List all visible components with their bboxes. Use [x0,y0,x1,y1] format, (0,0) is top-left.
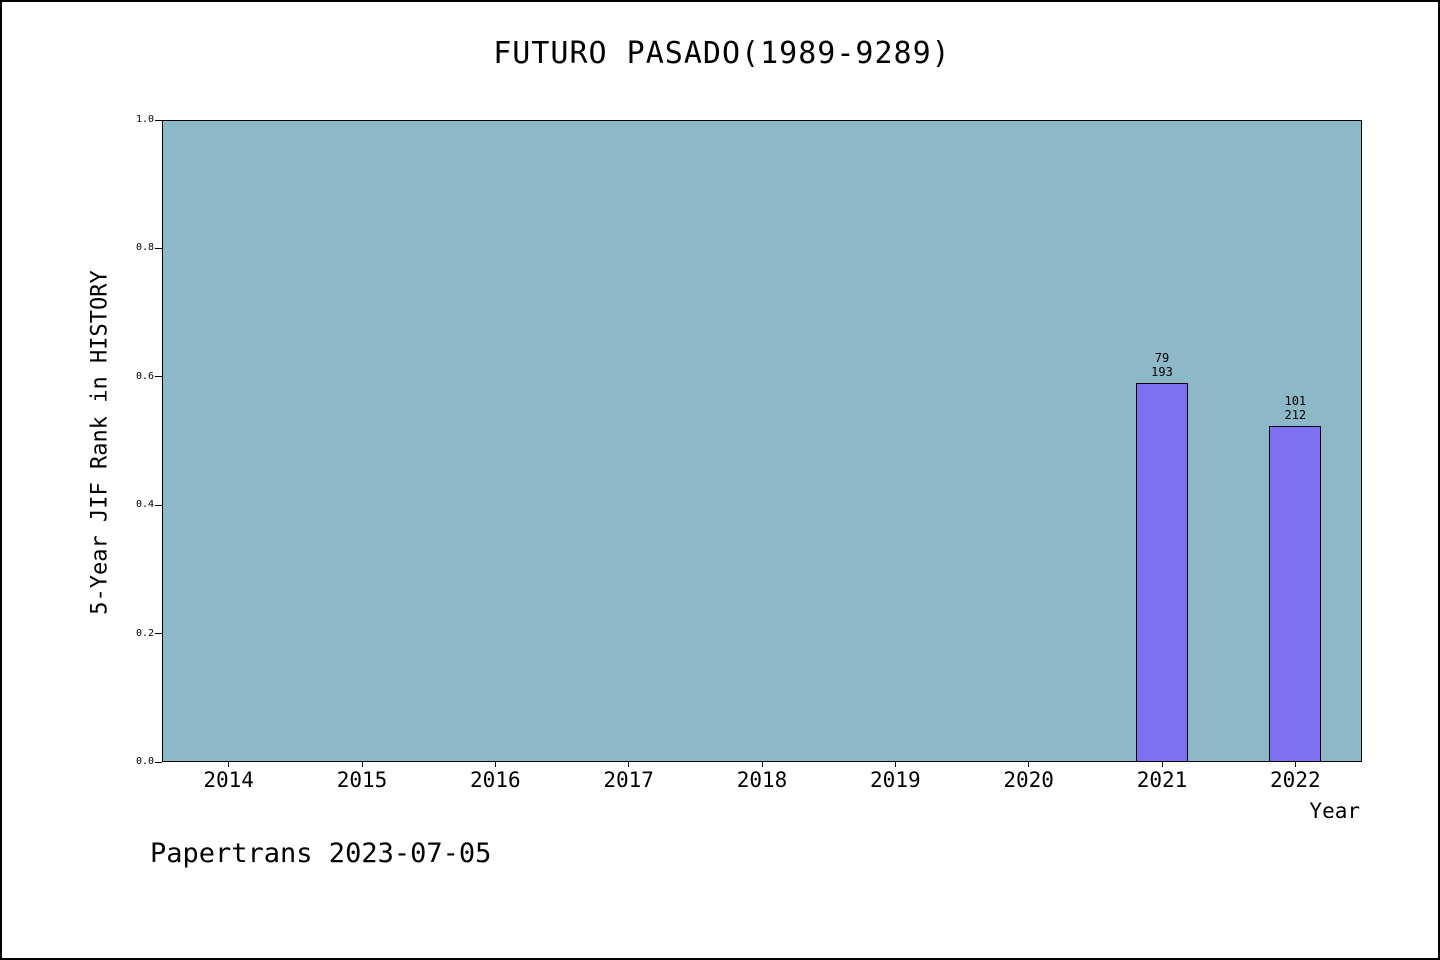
y-tick-mark [155,504,162,506]
bar-annotation: 79 193 [1151,350,1173,379]
x-tick-label: 2015 [336,768,388,792]
x-tick-label: 2022 [1270,768,1321,792]
x-tick-label: 2016 [470,768,521,792]
y-tick-mark [155,761,162,763]
x-tick-mark [1161,762,1163,767]
y-tick-mark [155,376,162,378]
x-tick-mark [761,762,763,767]
chart-title: FUTURO PASADO(1989-9289) [493,36,951,71]
x-tick-mark [894,762,896,767]
x-tick-label: 2014 [203,768,254,792]
x-tick-mark [1028,762,1030,767]
x-tick-label: 2018 [736,768,788,792]
x-axis-label: Year [1309,799,1360,823]
x-tick-mark [628,762,630,767]
bar-annotation: 101 212 [1284,393,1307,422]
y-tick-label: 0.8 [135,242,154,254]
y-tick-label: 1.0 [135,114,154,125]
x-tick-mark [494,762,496,767]
x-tick-mark [1294,762,1296,767]
bar [1136,382,1188,762]
y-tick-mark [155,247,162,249]
y-tick-label: 0.6 [135,370,154,382]
x-tick-label: 2019 [870,768,921,792]
x-tick-mark [361,762,363,767]
y-tick-label: 0.0 [135,756,154,767]
bar [1269,425,1322,762]
x-tick-label: 2021 [1136,768,1188,792]
x-tick-label: 2020 [1003,768,1054,792]
y-tick-label: 0.4 [135,499,154,511]
x-tick-label: 2017 [603,768,654,792]
y-tick-label: 0.2 [135,627,154,639]
y-axis-label: 5-Year JIF Rank in HISTORY [87,270,113,615]
y-tick-mark [155,633,162,635]
y-tick-mark [155,119,162,121]
footer-text: Papertrans 2023-07-05 [150,838,492,869]
x-tick-mark [228,762,230,767]
